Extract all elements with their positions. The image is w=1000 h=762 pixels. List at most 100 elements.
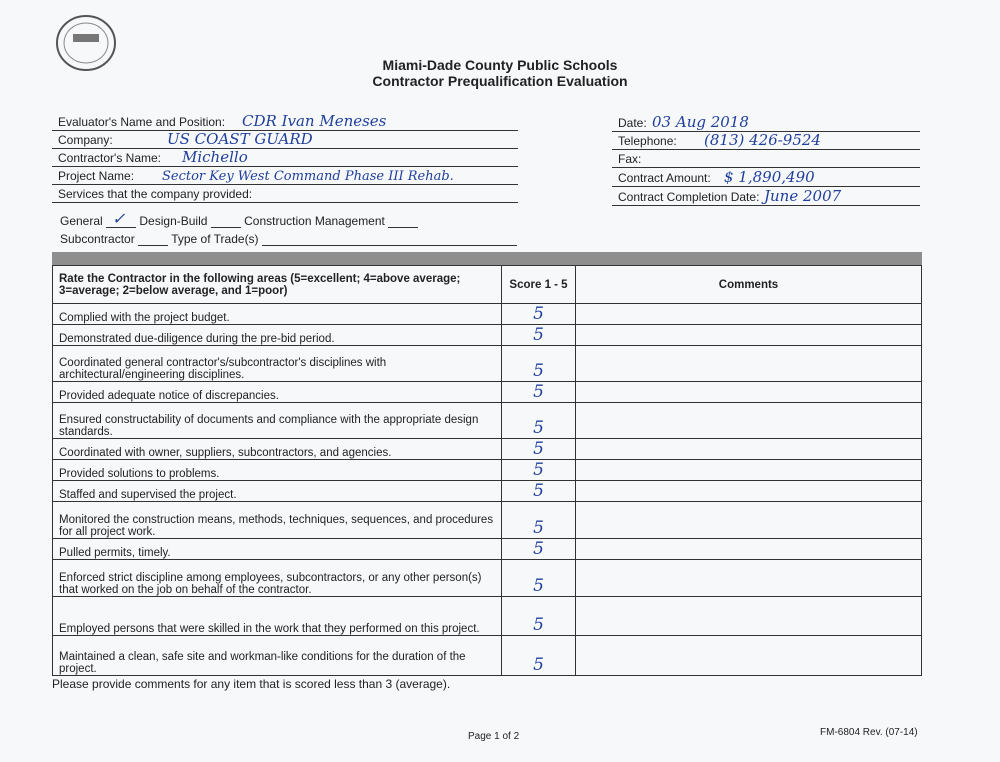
header-band [52, 252, 922, 265]
comments-header: Comments [575, 265, 922, 304]
comments-cell[interactable] [575, 459, 922, 481]
services-field: Services that the company provided: [52, 185, 518, 203]
criterion: Ensured constructability of documents an… [52, 402, 502, 439]
general-checkbox[interactable]: ✓ [106, 209, 137, 228]
org-name: Miami-Dade County Public Schools [382, 57, 618, 73]
rating-header: Rate the Contractor in the following are… [52, 265, 502, 304]
score-cell[interactable]: 5 [501, 345, 576, 382]
comments-cell[interactable] [575, 381, 922, 403]
criterion: Provided solutions to problems. [52, 459, 502, 481]
criterion: Pulled permits, timely. [52, 538, 502, 560]
criterion: Maintained a clean, safe site and workma… [52, 635, 502, 676]
school-district-seal-logo [56, 15, 116, 71]
table-row: Enforced strict discipline among employe… [52, 559, 922, 597]
cm-checkbox[interactable] [388, 215, 419, 228]
criterion: Complied with the project budget. [52, 303, 502, 325]
criterion: Demonstrated due-diligence during the pr… [52, 324, 502, 346]
comments-cell[interactable] [575, 345, 922, 382]
comments-cell[interactable] [575, 480, 922, 502]
subcontractor-checkbox[interactable] [138, 233, 169, 246]
project-field[interactable]: Project Name: Sector Key West Command Pha… [52, 167, 518, 185]
criterion: Staffed and supervised the project. [52, 480, 502, 502]
general-label: General [60, 214, 103, 228]
fax-field[interactable]: Fax: [612, 150, 920, 168]
score-header: Score 1 - 5 [501, 265, 576, 304]
score-cell[interactable]: 5 [501, 459, 576, 481]
footnote: Please provide comments for any item tha… [52, 677, 451, 691]
table-row: Staffed and supervised the project. 5 [52, 480, 922, 502]
check-icon: ✓ [112, 209, 126, 228]
table-row: Coordinated general contractor's/subcont… [52, 345, 922, 382]
page-number: Page 1 of 2 [468, 731, 520, 742]
design-build-checkbox[interactable] [210, 215, 241, 228]
table-row: Complied with the project budget. 5 [52, 303, 922, 325]
score-cell[interactable]: 5 [501, 303, 576, 325]
contract-amount-value: $ 1,890,490 [724, 168, 815, 186]
company-label: Company: [58, 133, 113, 147]
trade-label: Type of Trade(s) [171, 232, 259, 246]
evaluator-value: CDR Ivan Meneses [242, 112, 387, 130]
telephone-value: (813) 426-9524 [704, 131, 821, 149]
score-cell[interactable]: 5 [501, 381, 576, 403]
comments-cell[interactable] [575, 303, 922, 325]
table-row: Demonstrated due-diligence during the pr… [52, 324, 922, 346]
comments-cell[interactable] [575, 324, 922, 346]
table-row: Maintained a clean, safe site and workma… [52, 635, 922, 676]
criterion: Monitored the construction means, method… [52, 501, 502, 539]
contract-amount-label: Contract Amount: [618, 171, 711, 185]
score-cell[interactable]: 5 [501, 559, 576, 597]
telephone-field[interactable]: Telephone: (813) 426-9524 [612, 131, 920, 150]
date-value: 03 Aug 2018 [652, 113, 749, 131]
trade-input[interactable] [261, 233, 517, 246]
score-cell[interactable]: 5 [501, 480, 576, 502]
project-value: Sector Key West Command Phase III Rehab. [162, 169, 454, 184]
score-cell[interactable]: 5 [501, 501, 576, 539]
rating-table: Rate the Contractor in the following are… [52, 265, 922, 676]
table-row: Provided solutions to problems. 5 [52, 459, 922, 481]
table-row: Pulled permits, timely. 5 [52, 538, 922, 560]
company-field[interactable]: Company: US COAST GUARD [52, 130, 518, 149]
fax-label: Fax: [618, 152, 642, 166]
table-row: Employed persons that were skilled in th… [52, 596, 922, 636]
date-field[interactable]: Date: 03 Aug 2018 [612, 113, 920, 132]
score-cell[interactable]: 5 [501, 402, 576, 439]
telephone-label: Telephone: [618, 134, 677, 148]
comments-cell[interactable] [575, 402, 922, 439]
company-value: US COAST GUARD [167, 130, 313, 148]
criterion: Coordinated with owner, suppliers, subco… [52, 438, 502, 460]
table-row: Provided adequate notice of discrepancie… [52, 381, 922, 403]
contractor-field[interactable]: Contractor's Name: Michello [52, 148, 518, 167]
project-label: Project Name: [58, 169, 135, 183]
contractor-value: Michello [182, 148, 248, 166]
services-label: Services that the company provided: [58, 187, 253, 201]
contract-amount-field[interactable]: Contract Amount: $ 1,890,490 [612, 168, 920, 187]
comments-cell[interactable] [575, 635, 922, 676]
comments-cell[interactable] [575, 596, 922, 636]
criterion: Enforced strict discipline among employe… [52, 559, 502, 597]
criterion: Provided adequate notice of discrepancie… [52, 381, 502, 403]
score-cell[interactable]: 5 [501, 538, 576, 560]
subcontractor-options: Subcontractor Type of Trade(s) [60, 232, 517, 246]
comments-cell[interactable] [575, 559, 922, 597]
date-label: Date: [618, 116, 647, 130]
services-options: General ✓ Design-Build Construction Mana… [60, 209, 419, 228]
comments-cell[interactable] [575, 501, 922, 539]
subcontractor-label: Subcontractor [60, 232, 135, 246]
form-id: FM-6804 Rev. (07-14) [820, 727, 918, 738]
score-cell[interactable]: 5 [501, 438, 576, 460]
cm-label: Construction Management [244, 214, 385, 228]
completion-date-field[interactable]: Contract Completion Date: June 2007 [612, 187, 920, 206]
comments-cell[interactable] [575, 538, 922, 560]
score-cell[interactable]: 5 [501, 596, 576, 636]
completion-date-value: June 2007 [764, 187, 842, 205]
design-build-label: Design-Build [139, 214, 208, 228]
contractor-label: Contractor's Name: [58, 151, 161, 165]
criterion: Coordinated general contractor's/subcont… [52, 345, 502, 382]
evaluator-field[interactable]: Evaluator's Name and Position: CDR Ivan M… [52, 112, 518, 131]
comments-cell[interactable] [575, 438, 922, 460]
score-cell[interactable]: 5 [501, 324, 576, 346]
completion-date-label: Contract Completion Date: [618, 190, 760, 204]
score-cell[interactable]: 5 [501, 635, 576, 676]
evaluator-label: Evaluator's Name and Position: [58, 115, 226, 129]
